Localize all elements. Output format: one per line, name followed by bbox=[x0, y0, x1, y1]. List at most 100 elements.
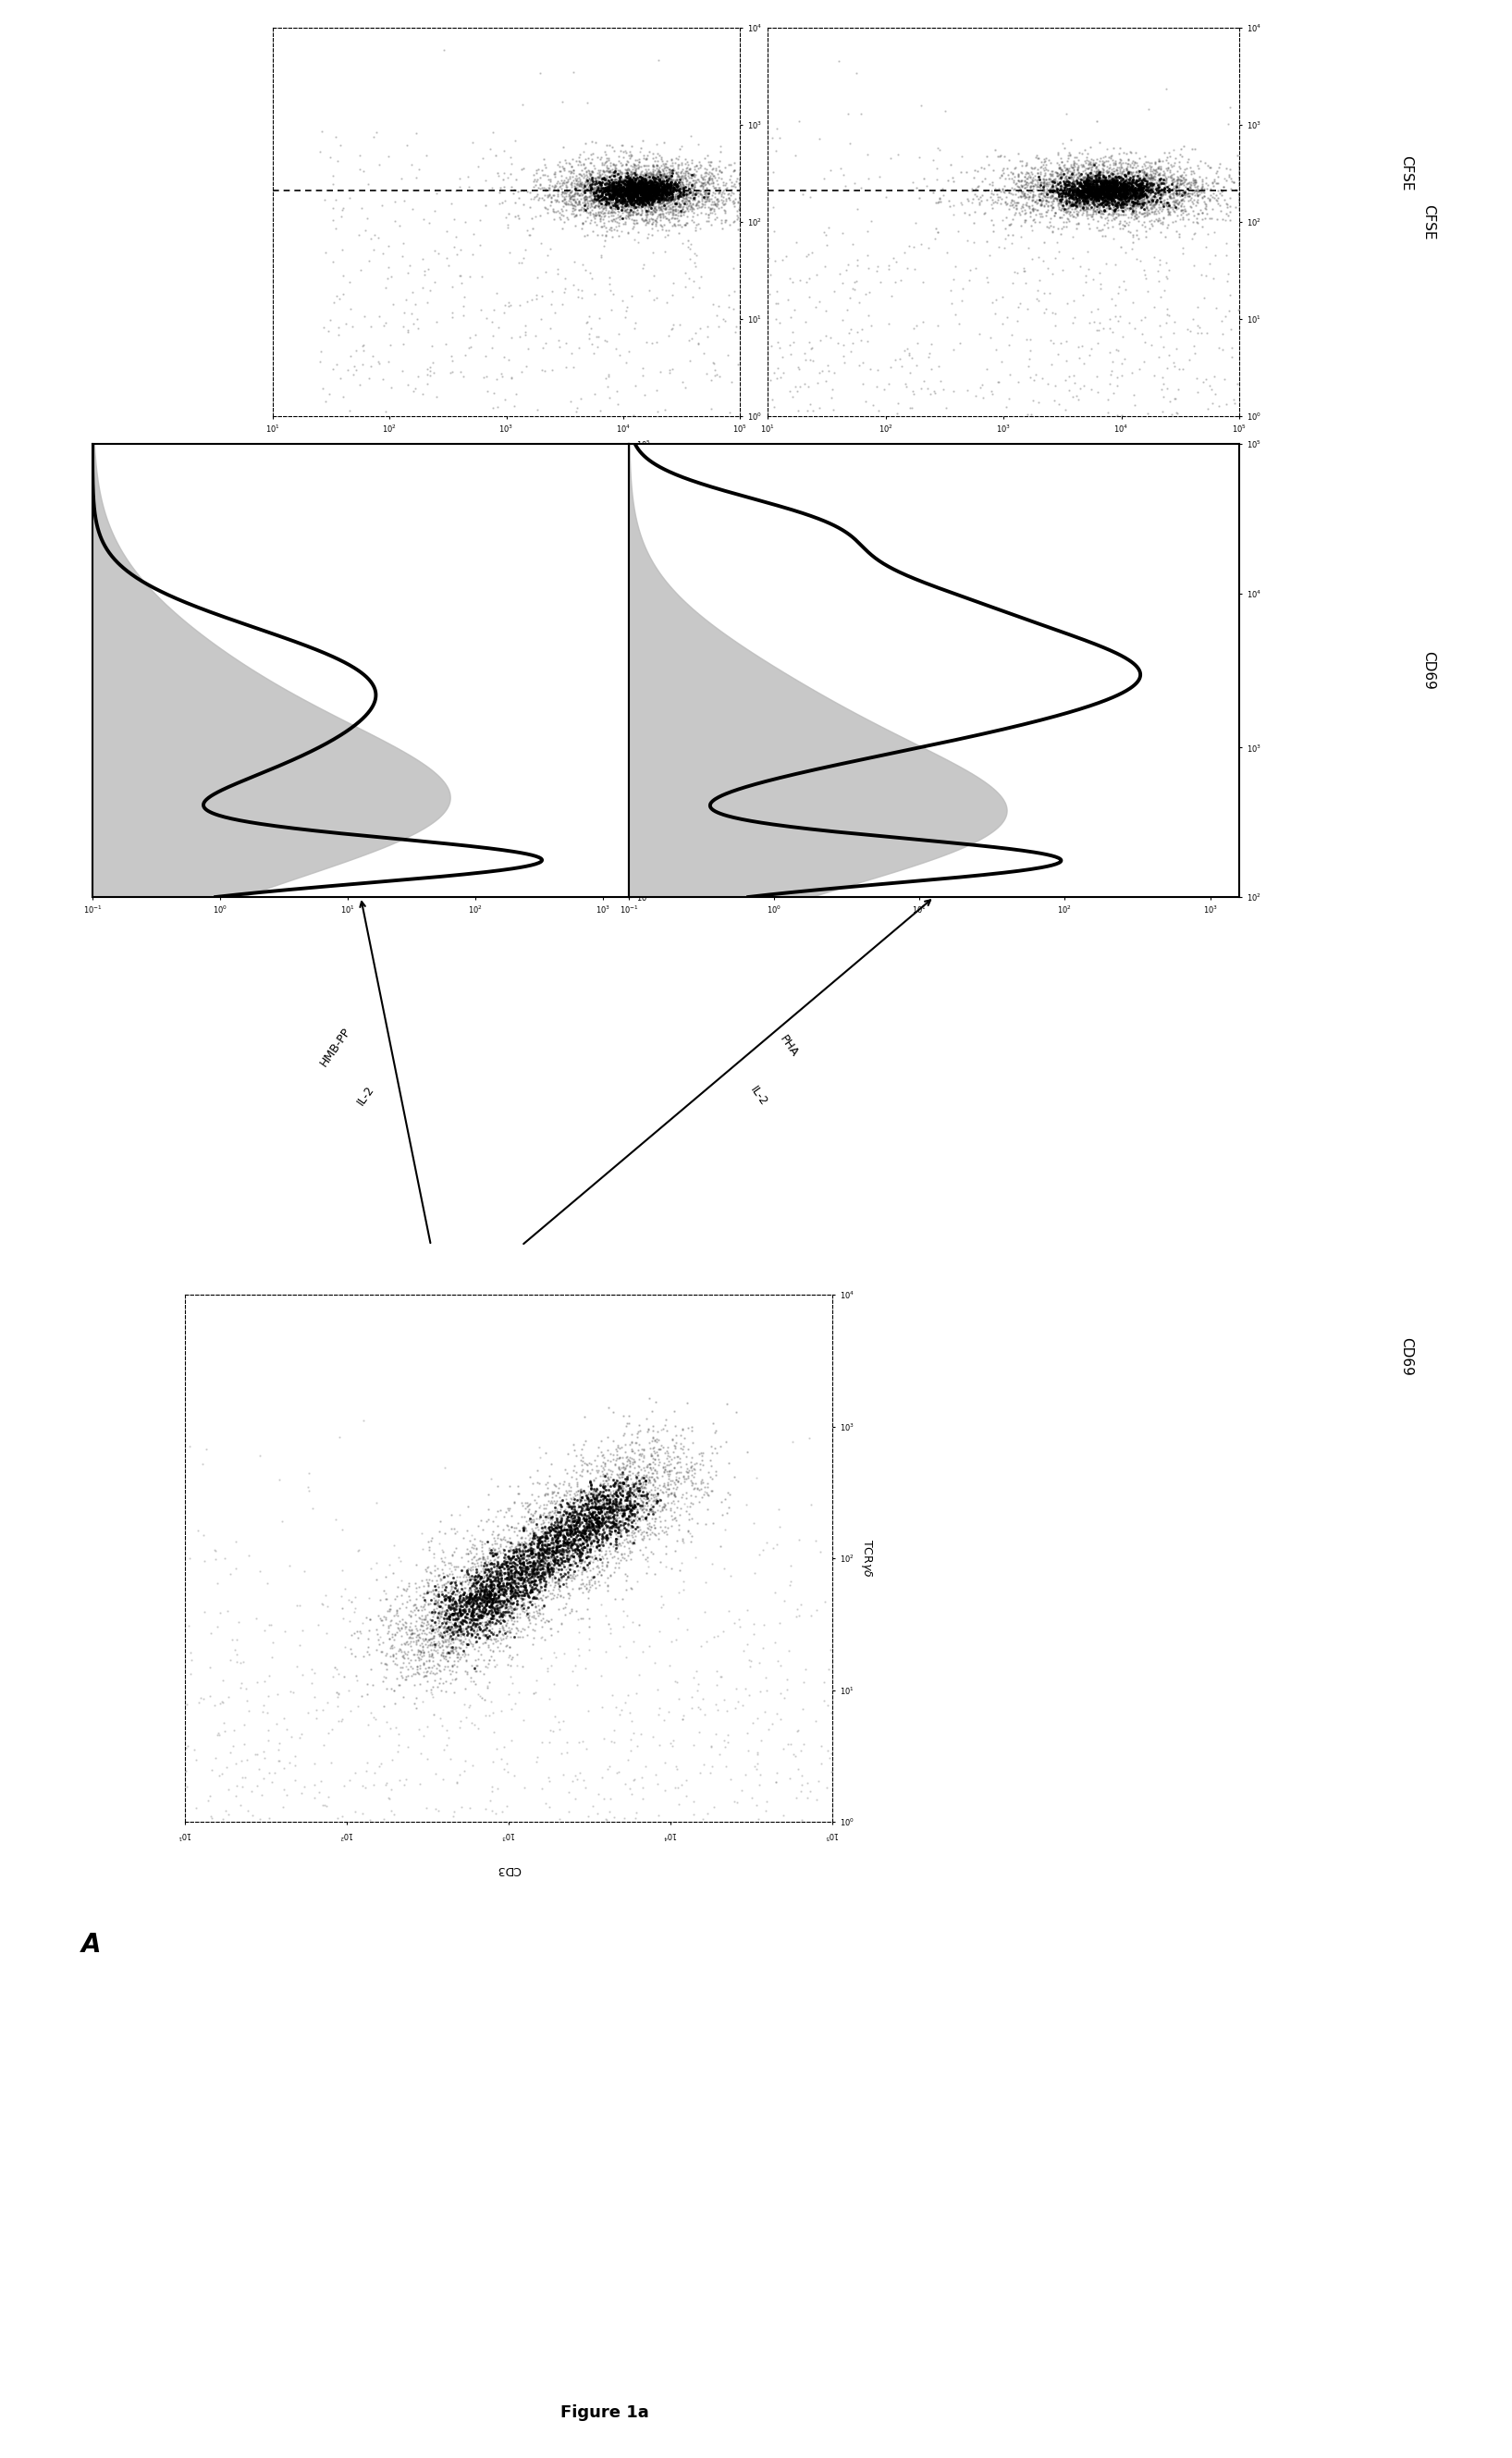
Point bbox=[603, 165, 627, 204]
Point bbox=[658, 202, 682, 241]
Point bbox=[588, 172, 612, 211]
Point bbox=[983, 182, 1007, 221]
Point bbox=[463, 1576, 487, 1615]
Point bbox=[721, 184, 745, 224]
Point bbox=[679, 320, 703, 359]
Point bbox=[764, 1622, 788, 1662]
Point bbox=[708, 167, 732, 206]
Point bbox=[584, 1519, 608, 1558]
Point bbox=[582, 1487, 606, 1526]
Point bbox=[685, 1443, 709, 1482]
Point bbox=[487, 1551, 511, 1590]
Point bbox=[1154, 187, 1178, 226]
Point bbox=[641, 167, 665, 206]
Point bbox=[1066, 172, 1090, 211]
Point bbox=[593, 189, 617, 229]
Point bbox=[570, 1517, 594, 1556]
Point bbox=[581, 1558, 605, 1598]
Point bbox=[1031, 167, 1055, 206]
Point bbox=[470, 1625, 494, 1664]
Point bbox=[621, 187, 646, 226]
Point bbox=[555, 1472, 579, 1512]
Point bbox=[519, 1539, 543, 1578]
Point bbox=[485, 1546, 510, 1585]
Point bbox=[562, 1490, 587, 1529]
Point bbox=[634, 1458, 658, 1497]
Point bbox=[458, 1622, 482, 1662]
Point bbox=[615, 1507, 640, 1546]
Point bbox=[650, 167, 674, 206]
Point bbox=[656, 167, 680, 206]
Point bbox=[1090, 177, 1114, 216]
Point bbox=[449, 1610, 473, 1649]
Point bbox=[458, 1590, 482, 1630]
Point bbox=[606, 170, 631, 209]
Point bbox=[696, 170, 720, 209]
Point bbox=[605, 1504, 629, 1544]
Point bbox=[602, 1477, 626, 1517]
Point bbox=[378, 1605, 402, 1644]
Point bbox=[581, 1522, 605, 1561]
Point bbox=[529, 1544, 553, 1583]
Point bbox=[612, 1492, 637, 1531]
Point bbox=[615, 1477, 640, 1517]
Point bbox=[1128, 167, 1152, 206]
Point bbox=[797, 258, 821, 297]
Point bbox=[956, 172, 980, 211]
Point bbox=[516, 1544, 540, 1583]
Point bbox=[491, 1595, 516, 1635]
Point bbox=[1090, 167, 1114, 206]
Point bbox=[573, 167, 597, 206]
Point bbox=[1052, 167, 1077, 206]
Point bbox=[596, 1526, 620, 1566]
Point bbox=[596, 1480, 620, 1519]
Point bbox=[950, 138, 974, 177]
Point bbox=[1172, 160, 1196, 199]
Point bbox=[670, 150, 694, 189]
Point bbox=[1070, 172, 1095, 211]
Point bbox=[1048, 175, 1072, 214]
Point bbox=[600, 170, 624, 209]
Point bbox=[782, 1735, 806, 1775]
Point bbox=[561, 187, 585, 226]
Point bbox=[1169, 189, 1193, 229]
Point bbox=[1042, 172, 1066, 211]
Point bbox=[1158, 157, 1182, 197]
Point bbox=[1090, 179, 1114, 219]
Point bbox=[452, 1622, 476, 1662]
Point bbox=[677, 1494, 702, 1534]
Point bbox=[1061, 162, 1086, 202]
Point bbox=[612, 1509, 637, 1549]
Point bbox=[517, 1529, 541, 1568]
Point bbox=[535, 1546, 559, 1585]
Point bbox=[517, 1524, 541, 1563]
Point bbox=[634, 179, 658, 219]
Point bbox=[438, 1627, 463, 1667]
Point bbox=[516, 1573, 540, 1612]
Point bbox=[549, 1487, 573, 1526]
Point bbox=[1125, 165, 1149, 204]
Point bbox=[531, 1517, 555, 1556]
Point bbox=[688, 209, 712, 248]
Point bbox=[1092, 177, 1116, 216]
Point bbox=[525, 391, 549, 430]
Point bbox=[1034, 160, 1058, 199]
Point bbox=[789, 1730, 813, 1770]
Point bbox=[1110, 184, 1134, 224]
Point bbox=[1155, 150, 1179, 189]
Point bbox=[494, 1544, 519, 1583]
Point bbox=[490, 1576, 514, 1615]
Point bbox=[674, 147, 699, 187]
Point bbox=[588, 184, 612, 224]
Point bbox=[491, 1583, 516, 1622]
Point bbox=[1010, 143, 1034, 182]
Point bbox=[472, 1571, 496, 1610]
Point bbox=[1083, 162, 1107, 202]
Point bbox=[591, 175, 615, 214]
Point bbox=[679, 1450, 703, 1490]
Point bbox=[643, 175, 667, 214]
Point bbox=[1125, 184, 1149, 224]
Point bbox=[637, 1463, 661, 1502]
Point bbox=[620, 150, 644, 189]
Point bbox=[1067, 182, 1092, 221]
